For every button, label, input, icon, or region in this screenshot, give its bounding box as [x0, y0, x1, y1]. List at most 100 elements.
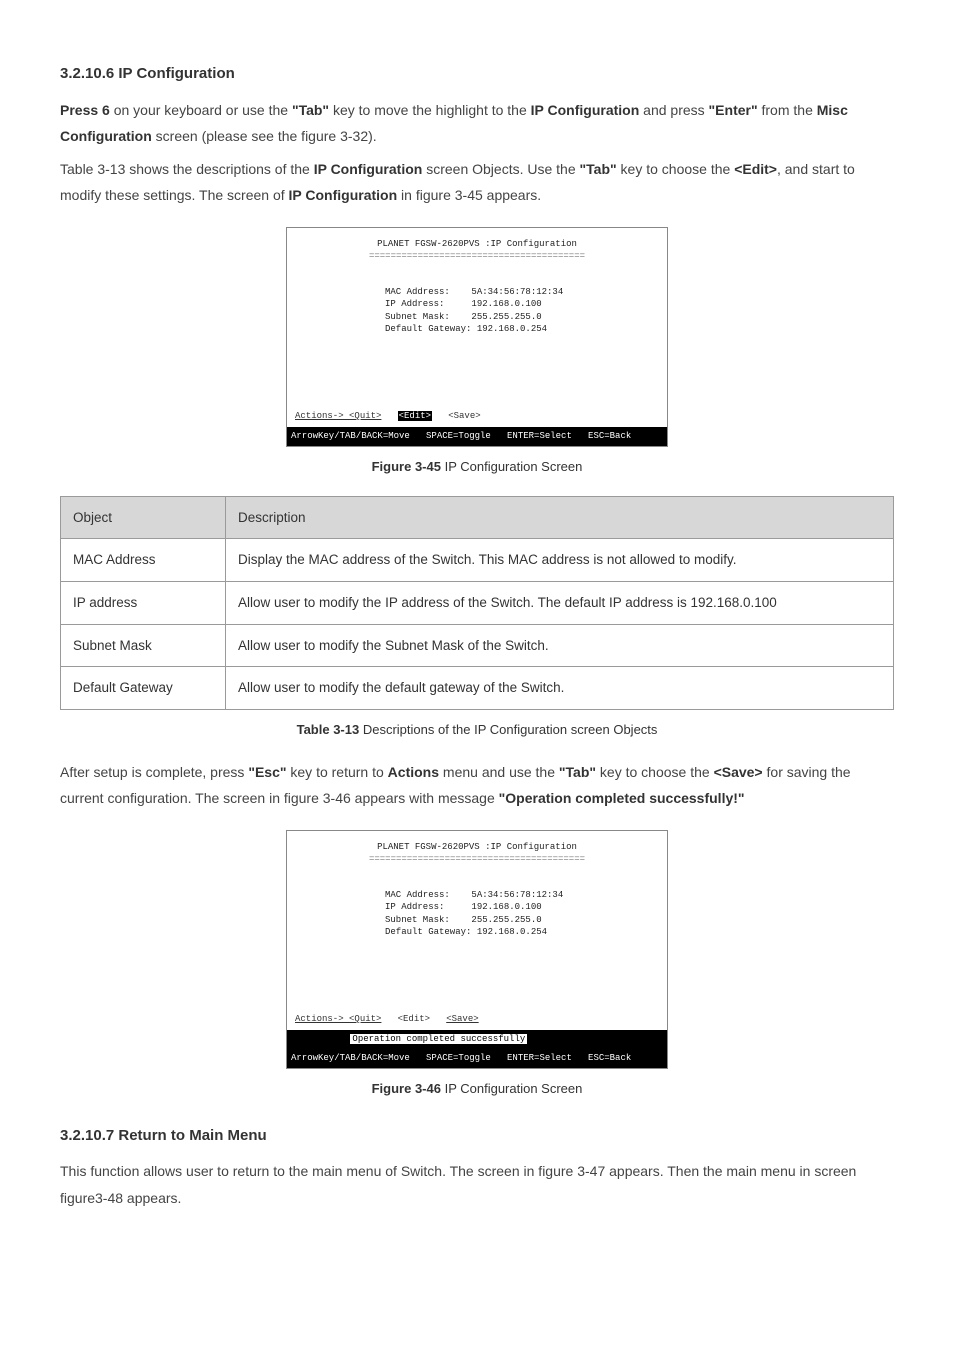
terminal-quit: <Quit>: [349, 411, 381, 421]
figure-3-45: PLANET FGSW-2620PVS :IP Configuration ==…: [60, 227, 894, 447]
terminal-key: IP Address:: [385, 902, 471, 912]
caption-text: IP Configuration Screen: [441, 1081, 582, 1096]
terminal-value: 5A:34:56:78:12:34: [471, 890, 563, 900]
text: Table 3-13 shows the descriptions of the: [60, 161, 314, 177]
text-bold: IP Configuration: [314, 161, 423, 177]
table-row: MAC Address Display the MAC address of t…: [61, 539, 894, 582]
terminal-key: Subnet Mask:: [385, 915, 471, 925]
caption-bold: Figure 3-45: [372, 459, 441, 474]
paragraph: This function allows user to return to t…: [60, 1158, 894, 1211]
terminal-row: Subnet Mask: 255.255.255.0: [295, 311, 659, 324]
terminal-actions: Actions-> <Quit> <Edit> <Save>: [287, 408, 667, 427]
paragraph: Press 6 on your keyboard or use the "Tab…: [60, 97, 894, 150]
text-bold: Actions: [388, 764, 439, 780]
text-bold: "Tab": [580, 161, 617, 177]
terminal-statusbar: Operation completed successfully: [287, 1030, 667, 1049]
text: screen Objects. Use the: [422, 161, 579, 177]
terminal-key: MAC Address:: [385, 287, 471, 297]
terminal-title: PLANET FGSW-2620PVS :IP Configuration: [295, 238, 659, 251]
text-bold: IP Configuration: [531, 102, 640, 118]
figure-caption: Figure 3-46 IP Configuration Screen: [60, 1077, 894, 1102]
terminal-statusbar: ArrowKey/TAB/BACK=Move SPACE=Toggle ENTE…: [287, 427, 667, 446]
paragraph: After setup is complete, press "Esc" key…: [60, 759, 894, 812]
terminal-actions-prefix: Actions->: [295, 411, 349, 421]
text-bold: "Tab": [559, 764, 596, 780]
terminal-row: Default Gateway: 192.168.0.254: [295, 323, 659, 336]
text-bold: "Esc": [248, 764, 286, 780]
text-bold: IP Configuration: [289, 187, 398, 203]
terminal-value: 192.168.0.100: [471, 902, 541, 912]
caption-bold: Figure 3-46: [372, 1081, 441, 1096]
terminal-row: IP Address: 192.168.0.100: [295, 901, 659, 914]
table-cell-object: Default Gateway: [61, 667, 226, 710]
text-bold: <Save>: [714, 764, 763, 780]
text: key to choose the: [596, 764, 714, 780]
text: on your keyboard or use the: [110, 102, 292, 118]
terminal-underline: ========================================: [295, 853, 659, 866]
terminal-row: Subnet Mask: 255.255.255.0: [295, 914, 659, 927]
terminal-value: 255.255.255.0: [471, 915, 541, 925]
terminal-value: 192.168.0.254: [471, 927, 547, 937]
terminal-success-msg: Operation completed successfully: [350, 1034, 527, 1044]
text: and press: [639, 102, 708, 118]
text: key to return to: [287, 764, 388, 780]
terminal-value: 192.168.0.100: [471, 299, 541, 309]
table-cell-object: MAC Address: [61, 539, 226, 582]
terminal-screenshot: PLANET FGSW-2620PVS :IP Configuration ==…: [286, 227, 668, 447]
terminal-key: Default Gateway:: [385, 927, 471, 937]
text-bold: "Tab": [292, 102, 329, 118]
table-header-row: Object Description: [61, 496, 894, 539]
terminal-screenshot: PLANET FGSW-2620PVS :IP Configuration ==…: [286, 830, 668, 1069]
text: menu and use the: [439, 764, 559, 780]
terminal-value: 5A:34:56:78:12:34: [471, 287, 563, 297]
table-header: Description: [226, 496, 894, 539]
table-cell-object: Subnet Mask: [61, 624, 226, 667]
text-bold: "Enter": [709, 102, 758, 118]
text: key to move the highlight to the: [329, 102, 531, 118]
terminal-save: <Save>: [446, 1014, 478, 1024]
text: After setup is complete, press: [60, 764, 248, 780]
terminal-key: Subnet Mask:: [385, 312, 471, 322]
terminal-row: MAC Address: 5A:34:56:78:12:34: [295, 889, 659, 902]
figure-3-46: PLANET FGSW-2620PVS :IP Configuration ==…: [60, 830, 894, 1069]
caption-text: IP Configuration Screen: [441, 459, 582, 474]
terminal-actions-prefix: Actions->: [295, 1014, 349, 1024]
text-bold: "Operation completed successfully!": [499, 790, 745, 806]
terminal-edit-selected: <Edit>: [398, 411, 432, 421]
terminal-value: 192.168.0.254: [471, 324, 547, 334]
terminal-save: <Save>: [448, 411, 480, 421]
terminal-statusbar: ArrowKey/TAB/BACK=Move SPACE=Toggle ENTE…: [287, 1049, 667, 1068]
text: from the: [758, 102, 817, 118]
table-cell-object: IP address: [61, 582, 226, 625]
table-row: Default Gateway Allow user to modify the…: [61, 667, 894, 710]
text: key to choose the: [617, 161, 735, 177]
table-cell-description: Allow user to modify the default gateway…: [226, 667, 894, 710]
terminal-key: IP Address:: [385, 299, 471, 309]
table-caption: Table 3-13 Descriptions of the IP Config…: [60, 718, 894, 743]
paragraph: Table 3-13 shows the descriptions of the…: [60, 156, 894, 209]
terminal-key: MAC Address:: [385, 890, 471, 900]
table-cell-description: Allow user to modify the Subnet Mask of …: [226, 624, 894, 667]
figure-caption: Figure 3-45 IP Configuration Screen: [60, 455, 894, 480]
table-row: IP address Allow user to modify the IP a…: [61, 582, 894, 625]
terminal-value: 255.255.255.0: [471, 312, 541, 322]
terminal-edit: <Edit>: [398, 1014, 430, 1024]
terminal-row: MAC Address: 5A:34:56:78:12:34: [295, 286, 659, 299]
caption-bold: Table 3-13: [297, 722, 360, 737]
table-cell-description: Display the MAC address of the Switch. T…: [226, 539, 894, 582]
terminal-row: Default Gateway: 192.168.0.254: [295, 926, 659, 939]
terminal-underline: ========================================: [295, 250, 659, 263]
terminal-key: Default Gateway:: [385, 324, 471, 334]
table-header: Object: [61, 496, 226, 539]
caption-text: Descriptions of the IP Configuration scr…: [359, 722, 657, 737]
text-bold: Press 6: [60, 102, 110, 118]
description-table: Object Description MAC Address Display t…: [60, 496, 894, 710]
terminal-quit: <Quit>: [349, 1014, 381, 1024]
table-row: Subnet Mask Allow user to modify the Sub…: [61, 624, 894, 667]
heading-return-main-menu: 3.2.10.7 Return to Main Menu: [60, 1122, 894, 1151]
terminal-title: PLANET FGSW-2620PVS :IP Configuration: [295, 841, 659, 854]
terminal-row: IP Address: 192.168.0.100: [295, 298, 659, 311]
text: in figure 3-45 appears.: [397, 187, 541, 203]
terminal-actions: Actions-> <Quit> <Edit> <Save>: [287, 1011, 667, 1030]
heading-ip-configuration: 3.2.10.6 IP Configuration: [60, 60, 894, 89]
